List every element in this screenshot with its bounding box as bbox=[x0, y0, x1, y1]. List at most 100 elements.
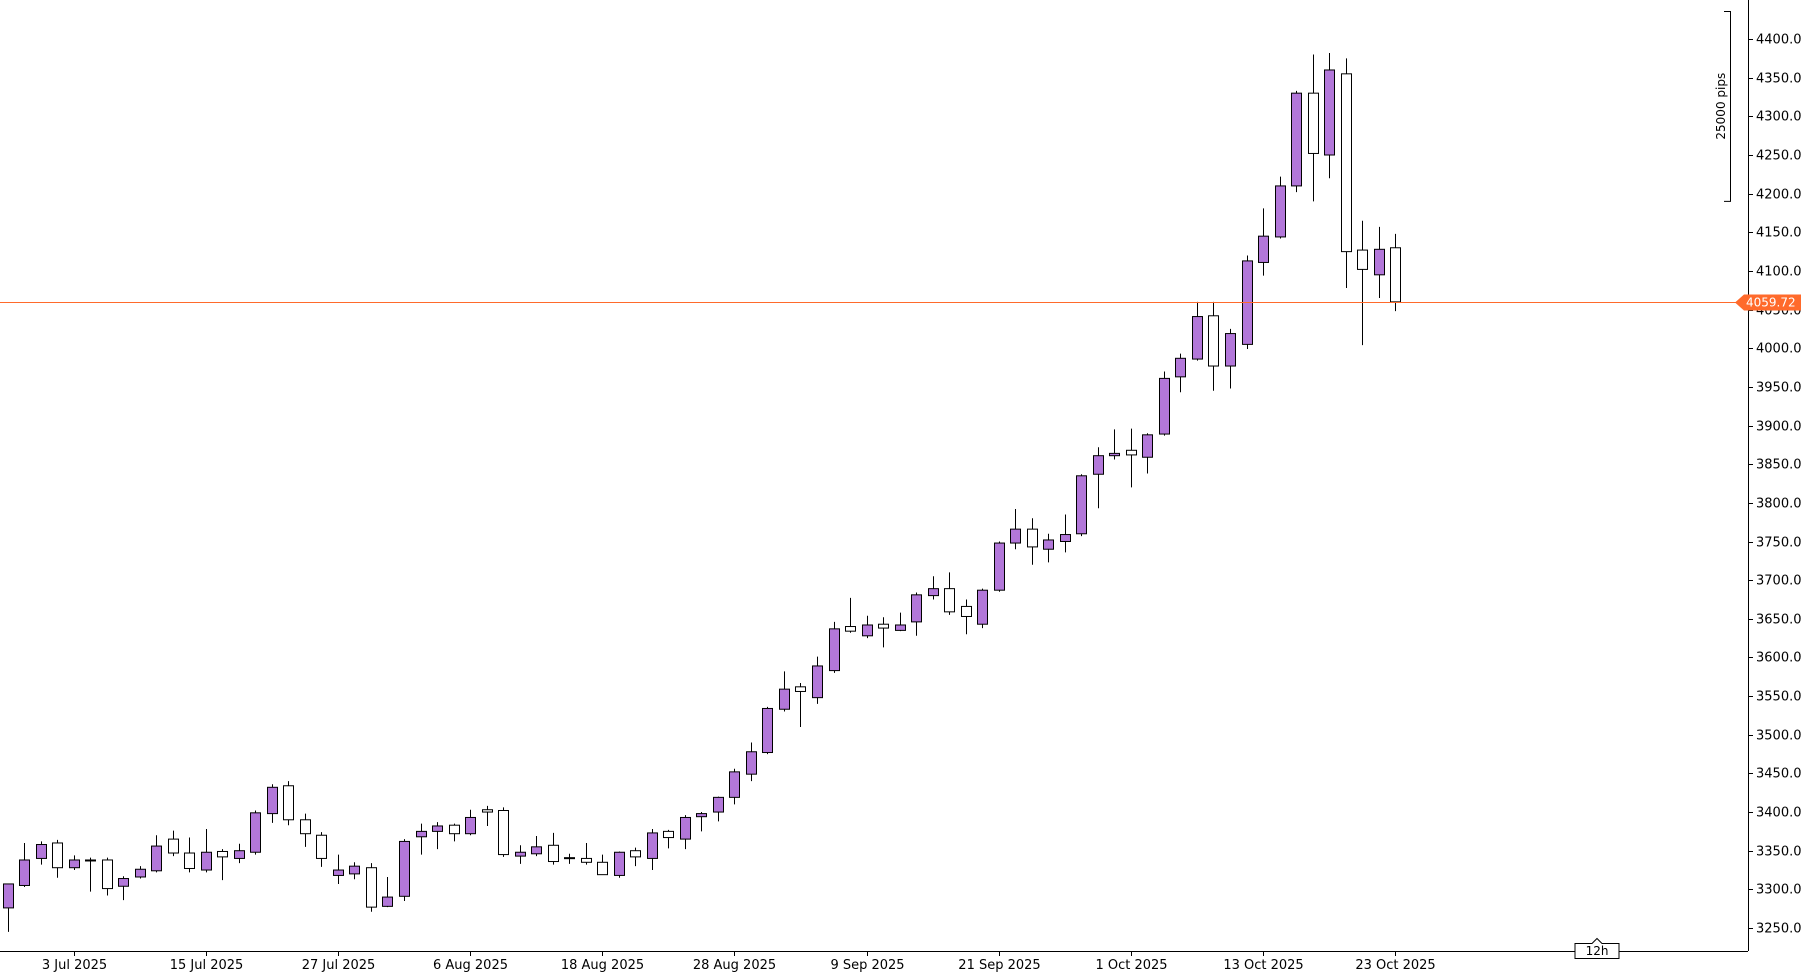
candle-body-bullish bbox=[333, 869, 344, 876]
candle-body-bullish bbox=[1109, 452, 1120, 457]
candle bbox=[812, 656, 823, 704]
time-tick-label: 3 Jul 2025 bbox=[42, 958, 107, 972]
candle-body-bullish bbox=[1275, 185, 1286, 238]
candle-body-bullish bbox=[1043, 539, 1054, 550]
pip-range-ruler: 25000 pips bbox=[1714, 11, 1731, 202]
candle-body-bearish bbox=[217, 850, 228, 858]
timeframe-label: 12h bbox=[1586, 944, 1609, 958]
candle bbox=[1027, 518, 1038, 565]
candle bbox=[1109, 429, 1120, 460]
candle bbox=[498, 807, 509, 857]
candle-body-bullish bbox=[234, 850, 245, 859]
candle bbox=[1076, 474, 1087, 537]
candle bbox=[1374, 226, 1385, 299]
candle bbox=[696, 812, 707, 832]
candle-body-bullish bbox=[465, 816, 476, 835]
candle bbox=[531, 836, 542, 857]
candle bbox=[597, 854, 608, 876]
price-tick-label: 3750.00 bbox=[1756, 536, 1801, 551]
candle bbox=[1324, 52, 1335, 179]
time-tick-label: 6 Aug 2025 bbox=[433, 958, 508, 972]
pip-range-bracket bbox=[1724, 11, 1731, 202]
candle bbox=[366, 863, 377, 912]
time-tick-label: 23 Oct 2025 bbox=[1355, 958, 1435, 972]
price-tick-label: 3600.00 bbox=[1756, 651, 1801, 666]
price-tick-label: 3900.00 bbox=[1756, 420, 1801, 435]
candle bbox=[416, 823, 427, 855]
candle bbox=[1192, 301, 1203, 361]
candle bbox=[1126, 428, 1137, 488]
candle-body-bullish bbox=[647, 832, 658, 859]
candle-body-bullish bbox=[564, 857, 575, 860]
candle-body-bullish bbox=[994, 542, 1005, 591]
candle-body-bearish bbox=[1208, 315, 1219, 367]
time-axis[interactable]: 3 Jul 2025 15 Jul 2025 27 Jul 2025 6 Aug 20… bbox=[0, 951, 1748, 972]
candle bbox=[118, 876, 129, 901]
candle-body-bullish bbox=[614, 851, 625, 876]
candle bbox=[862, 615, 873, 639]
candle bbox=[829, 621, 840, 673]
price-tick-label: 3500.00 bbox=[1756, 729, 1801, 744]
candle bbox=[184, 837, 195, 873]
candle bbox=[713, 796, 724, 822]
price-tick-label: 3800.00 bbox=[1756, 497, 1801, 512]
candle-body-bearish bbox=[961, 605, 972, 617]
candle bbox=[85, 857, 96, 892]
candle-body-bearish bbox=[630, 850, 641, 858]
price-tick-label: 3950.00 bbox=[1756, 381, 1801, 396]
candle bbox=[944, 572, 955, 615]
candle bbox=[432, 822, 443, 850]
candle bbox=[729, 768, 740, 805]
candle-body-bearish bbox=[482, 809, 493, 813]
candle bbox=[663, 829, 674, 849]
candle-body-bearish bbox=[795, 686, 806, 692]
candle-body-bullish bbox=[812, 665, 823, 699]
candle-body-bullish bbox=[862, 624, 873, 637]
candle bbox=[465, 809, 476, 836]
candle bbox=[19, 842, 30, 888]
candle-body-bullish bbox=[1175, 357, 1186, 378]
candle-body-bearish bbox=[498, 810, 509, 856]
price-tick-label: 3850.00 bbox=[1756, 458, 1801, 473]
candle bbox=[1010, 509, 1021, 550]
current-price-badge: 4059.72 bbox=[1735, 294, 1801, 311]
candle-body-bullish bbox=[36, 844, 47, 859]
candle-body-bullish bbox=[895, 624, 906, 631]
current-price-badge-shape bbox=[1735, 294, 1801, 311]
candle bbox=[217, 849, 228, 881]
candle-body-bullish bbox=[746, 751, 757, 775]
candle bbox=[234, 843, 245, 864]
candle bbox=[135, 866, 146, 879]
candle bbox=[779, 671, 790, 712]
candle bbox=[1308, 54, 1319, 202]
price-tick-label: 3400.00 bbox=[1756, 806, 1801, 821]
candle bbox=[564, 853, 575, 864]
candle-body-bearish bbox=[1341, 73, 1352, 253]
price-tick-label: 3700.00 bbox=[1756, 574, 1801, 589]
candle bbox=[300, 813, 311, 847]
candle-body-bearish bbox=[449, 824, 460, 835]
candle-body-bullish bbox=[1159, 377, 1170, 435]
candle-body-bullish bbox=[1192, 316, 1203, 360]
candle-body-bullish bbox=[713, 796, 724, 813]
candle bbox=[333, 854, 344, 884]
price-tick-label: 4400.00 bbox=[1756, 33, 1801, 48]
timeframe-badge[interactable]: 12h bbox=[1574, 937, 1620, 959]
price-axis[interactable]: 3250.00 3300.00 3350.00 3400.00 3450.00 3500.… bbox=[1748, 0, 1801, 951]
candle bbox=[845, 597, 856, 633]
candle-body-bullish bbox=[1093, 455, 1104, 475]
candle bbox=[36, 841, 47, 865]
candle bbox=[382, 876, 393, 908]
candle bbox=[895, 612, 906, 632]
candle-body-bullish bbox=[416, 830, 427, 838]
candle-body-bullish bbox=[267, 786, 278, 815]
candle-body-bullish bbox=[1060, 534, 1071, 543]
candle-body-bullish bbox=[250, 812, 261, 853]
candle-body-bullish bbox=[779, 688, 790, 710]
candle-body-bullish bbox=[151, 845, 162, 872]
candle bbox=[1341, 58, 1352, 288]
candle bbox=[399, 839, 410, 901]
price-tick-label: 4150.00 bbox=[1756, 226, 1801, 241]
candle-body-bullish bbox=[1374, 248, 1385, 276]
